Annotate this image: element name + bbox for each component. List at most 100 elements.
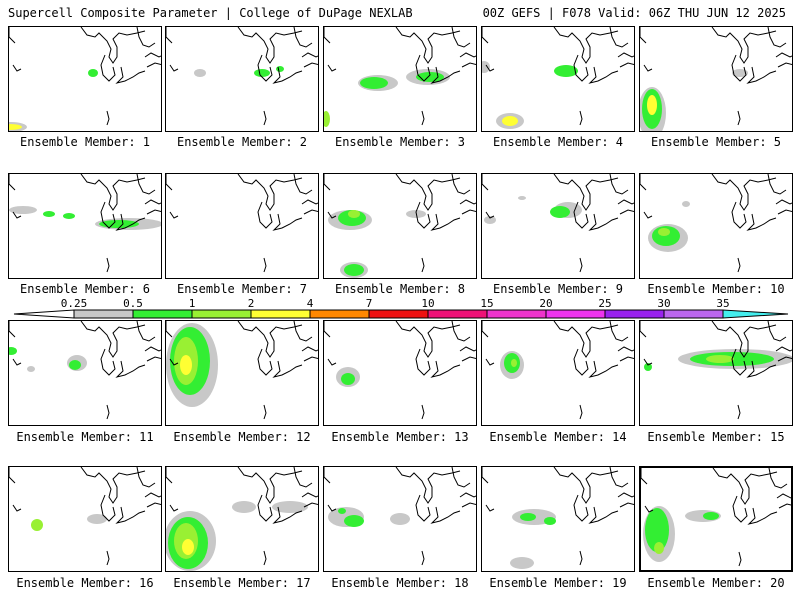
coastline — [767, 321, 787, 342]
csp-contour — [348, 210, 360, 218]
csp-contour — [182, 539, 194, 555]
coastline — [395, 321, 461, 358]
coastline — [415, 54, 431, 82]
coastline — [461, 356, 476, 362]
csp-contour — [9, 206, 37, 214]
coastline — [263, 110, 267, 126]
coastline — [301, 199, 318, 205]
scale-swatch — [486, 309, 547, 319]
coastline — [144, 52, 161, 58]
coastline — [553, 467, 619, 504]
csp-contour — [344, 515, 364, 527]
csp-contour — [706, 355, 734, 363]
coastline — [482, 27, 489, 44]
ensemble-map-panel — [8, 320, 162, 426]
ensemble-map-panel — [165, 320, 319, 426]
coastline — [482, 321, 489, 338]
coastline — [746, 360, 777, 378]
csp-contour — [520, 513, 536, 521]
scale-swatch — [73, 309, 134, 319]
coastline — [731, 54, 747, 82]
coastline — [9, 321, 16, 338]
coastline — [303, 209, 318, 215]
csp-contour — [647, 95, 657, 115]
scale-swatch — [545, 309, 606, 319]
csp-contour — [194, 69, 206, 77]
coastline — [272, 506, 303, 524]
csp-contour — [644, 363, 652, 371]
ensemble-map-panel — [8, 466, 162, 572]
coastline — [100, 201, 116, 229]
coastline — [301, 52, 318, 58]
coastline — [80, 174, 146, 211]
scale-tick-label: 4 — [306, 297, 314, 310]
coastline — [293, 467, 313, 488]
coastline — [12, 358, 22, 366]
coastline — [778, 503, 791, 509]
csp-contour — [544, 517, 556, 525]
scale-swatch — [663, 309, 724, 319]
coastline — [746, 66, 777, 84]
coastline — [459, 199, 476, 205]
scale-swatch — [250, 309, 311, 319]
coastline — [482, 467, 489, 484]
coastline — [553, 174, 619, 211]
coastline — [617, 52, 634, 58]
csp-contour — [344, 264, 364, 276]
coastline — [100, 348, 116, 376]
scale-swatch — [309, 309, 370, 319]
coastline — [553, 321, 619, 358]
member-label: Ensemble Member: 17 — [173, 576, 311, 590]
coastline — [9, 467, 16, 484]
coastline — [263, 257, 267, 273]
scale-tick-label: 2 — [247, 297, 255, 310]
ensemble-map-panel — [8, 173, 162, 279]
member-label: Ensemble Member: 20 — [647, 576, 785, 590]
csp-contour — [31, 519, 43, 531]
coastline — [421, 257, 425, 273]
map-plot — [166, 27, 318, 126]
coastline — [461, 502, 476, 508]
ensemble-map-panel — [323, 466, 477, 572]
coastline — [272, 360, 303, 378]
ensemble-map-panel — [323, 320, 477, 426]
coastline — [106, 550, 110, 566]
coastline — [430, 506, 461, 524]
coastline — [257, 348, 273, 376]
coastline — [272, 213, 303, 231]
coastline — [272, 66, 303, 84]
coastline — [421, 110, 425, 126]
coastline — [579, 404, 583, 420]
coastline — [461, 209, 476, 215]
csp-contour — [654, 542, 664, 554]
coastline — [775, 199, 792, 205]
coastline — [9, 174, 16, 191]
ensemble-map-panel — [639, 320, 793, 426]
coastline — [485, 64, 495, 72]
member-label: Ensemble Member: 5 — [650, 135, 782, 149]
coastline — [451, 467, 471, 488]
csp-contour — [180, 355, 192, 375]
scale-tick-label: 30 — [657, 297, 671, 310]
coastline — [169, 64, 179, 72]
csp-contour — [43, 211, 55, 217]
scale-swatch — [427, 309, 488, 319]
coastline — [640, 321, 647, 338]
coastline — [767, 27, 787, 48]
scale-tick-label: 10 — [421, 297, 435, 310]
coastline — [588, 360, 619, 378]
csp-contour — [554, 65, 578, 77]
member-label: Ensemble Member: 16 — [16, 576, 154, 590]
member-label: Ensemble Member: 1 — [19, 135, 151, 149]
csp-contour — [518, 196, 526, 200]
coastline — [166, 321, 173, 338]
coastline — [415, 201, 431, 229]
csp-contour — [390, 513, 410, 525]
coastline — [146, 209, 161, 215]
coastline — [485, 211, 495, 219]
coastline — [588, 213, 619, 231]
coastline — [237, 27, 303, 64]
scale-tick-label: 7 — [365, 297, 373, 310]
ensemble-map-panel — [481, 320, 635, 426]
coastline — [169, 211, 179, 219]
